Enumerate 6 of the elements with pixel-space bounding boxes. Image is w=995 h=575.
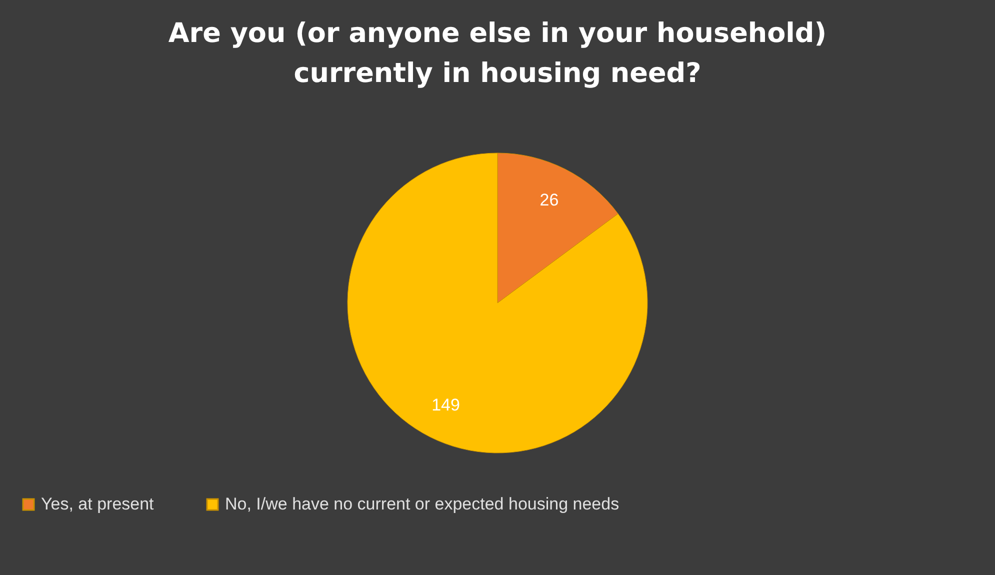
chart-title: Are you (or anyone else in your household) currently in housing need? (168, 18, 827, 89)
pie-slice (347, 152, 648, 454)
data-label: 26 (540, 190, 559, 210)
legend-label: Yes, at present (41, 494, 154, 514)
legend-label: No, I/we have no current or expected housing needs (225, 494, 620, 514)
data-label: 149 (432, 396, 460, 415)
